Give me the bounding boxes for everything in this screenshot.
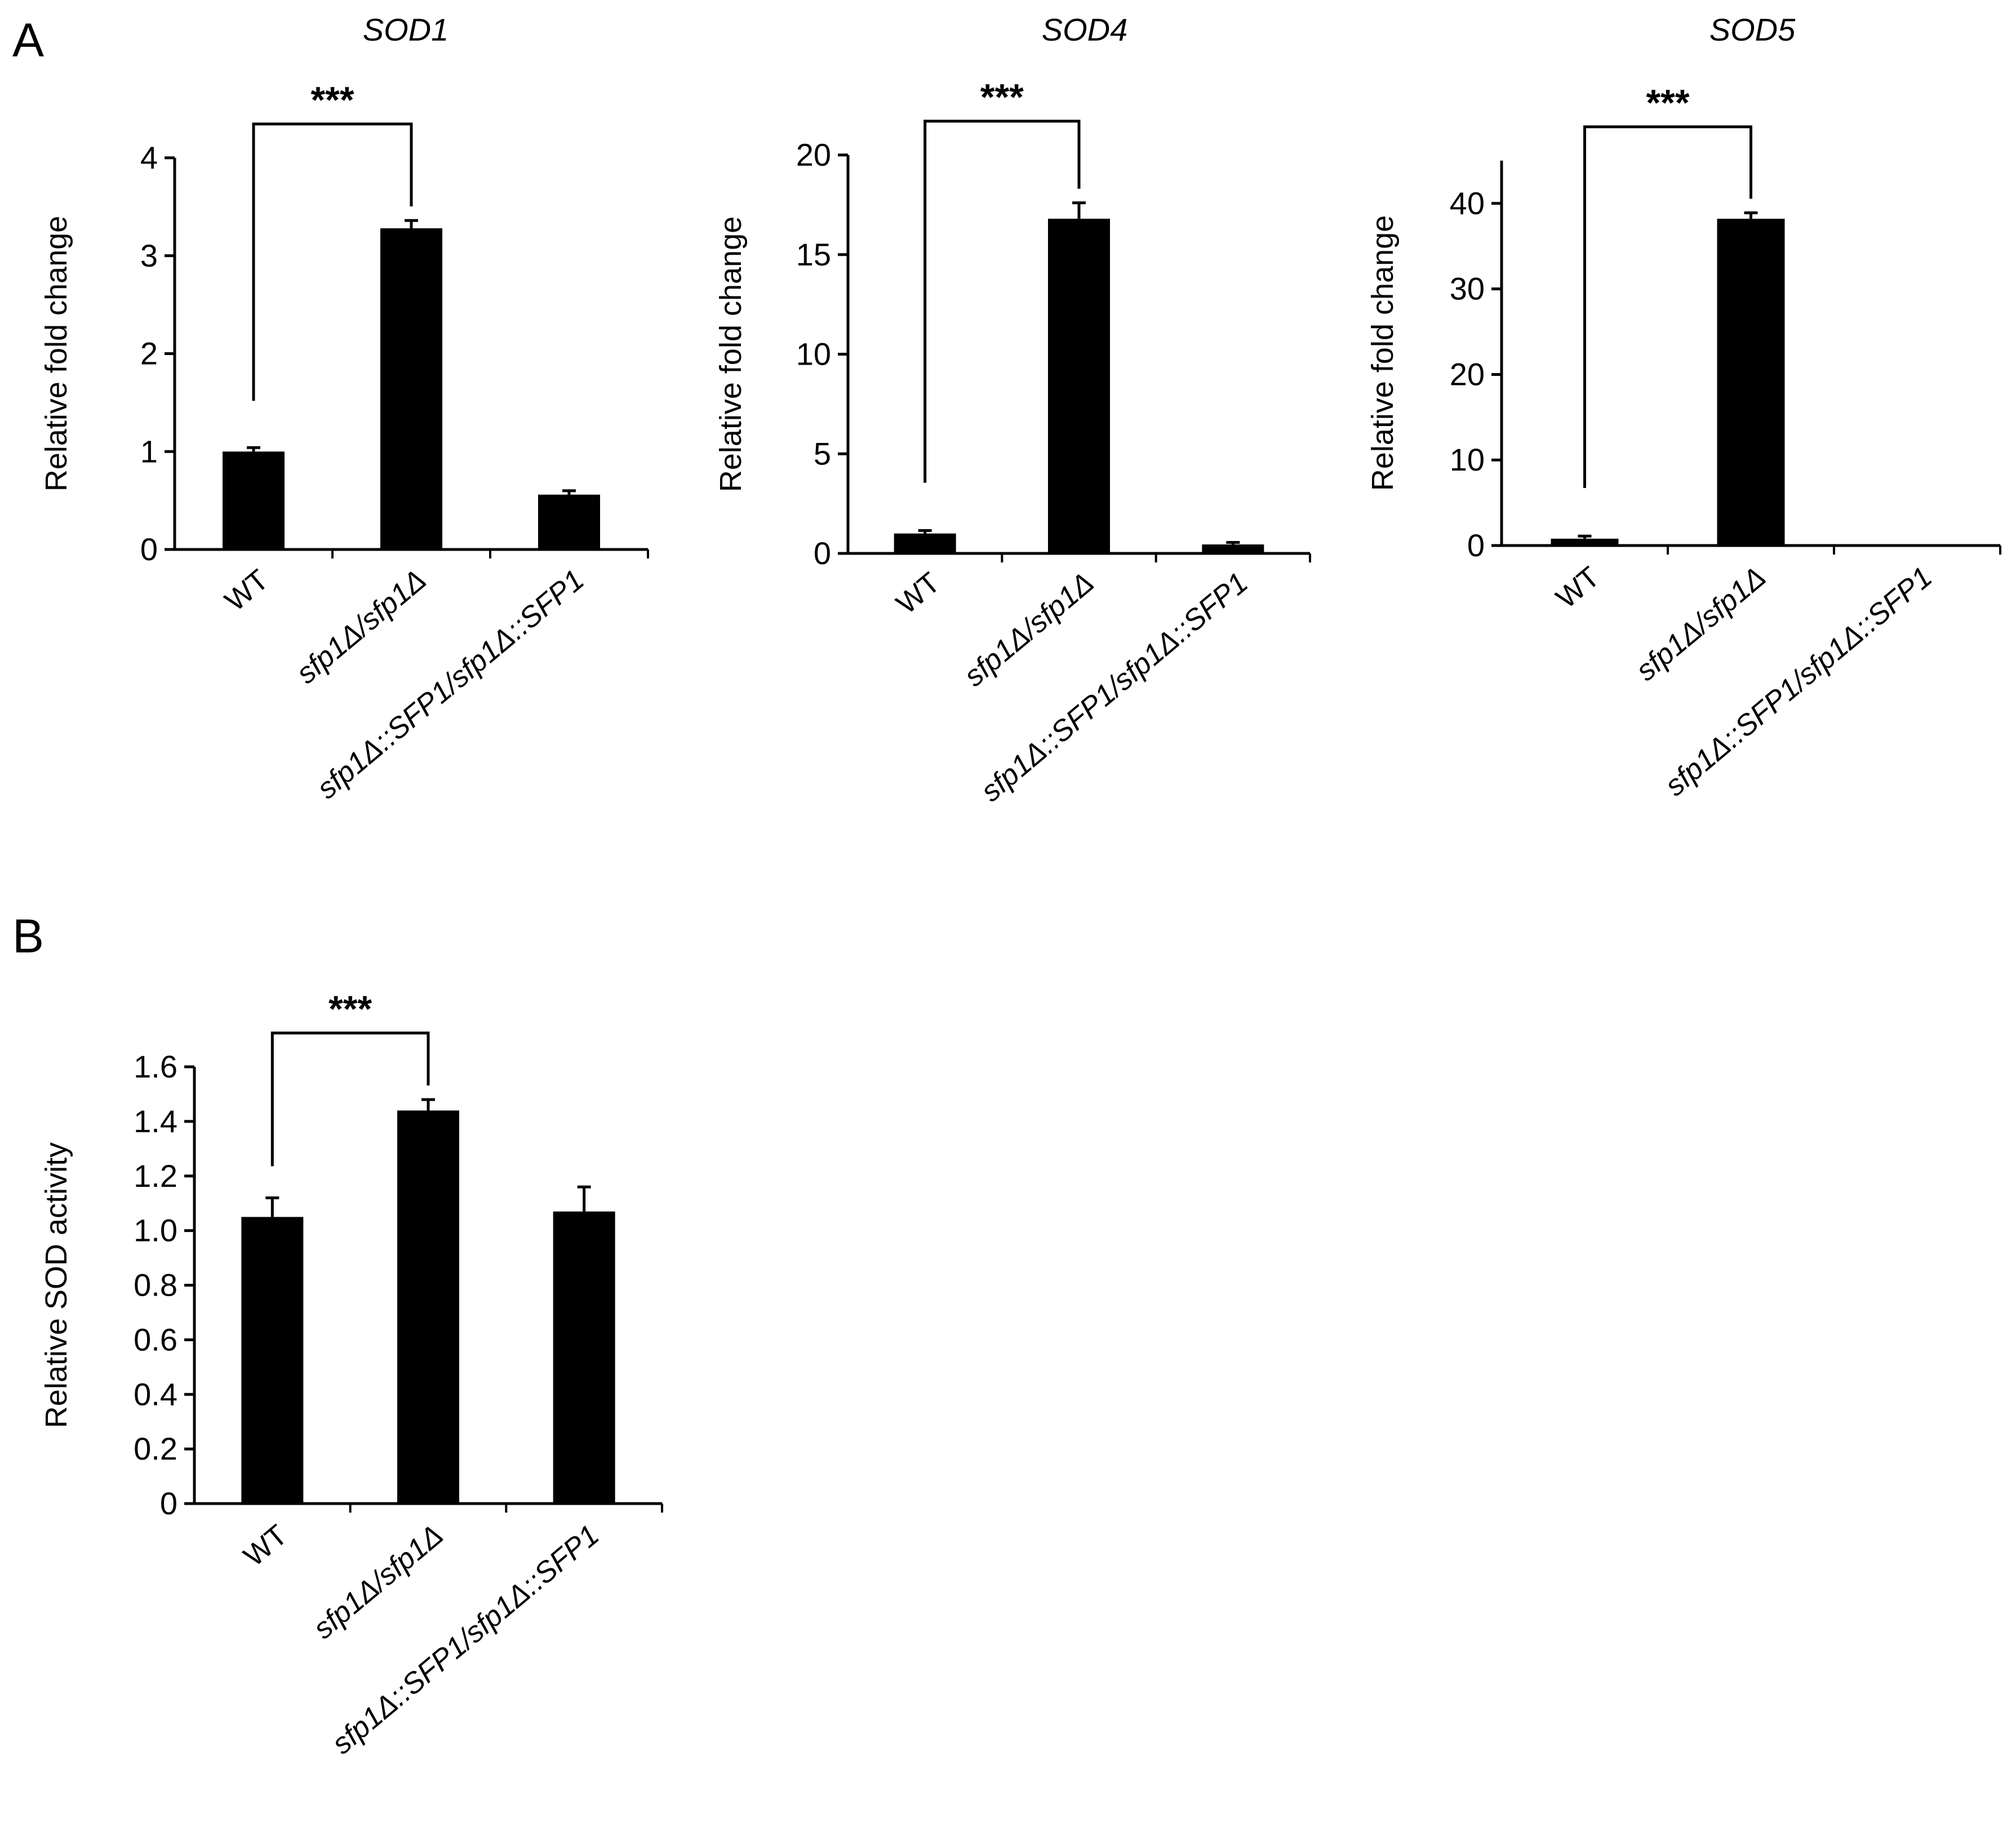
y-tick-label: 0 (1467, 527, 1485, 563)
y-tick-label: 1.2 (134, 1158, 177, 1194)
y-tick-label: 0 (140, 531, 158, 567)
y-tick-label: 30 (1450, 271, 1485, 307)
significance-bracket (923, 119, 1081, 483)
chart-title: SOD1 (363, 12, 449, 47)
y-axis-label: Relative fold change (714, 216, 748, 492)
significance-label: *** (328, 988, 372, 1030)
y-axis-label: Relative SOD activity (39, 1142, 73, 1428)
significance-label: *** (1646, 82, 1689, 123)
y-tick-label: 20 (796, 137, 831, 172)
bar (380, 228, 442, 550)
y-tick-label: 1 (140, 433, 158, 469)
y-axis-label: Relative fold change (39, 216, 73, 491)
y-tick-label: 0.6 (134, 1322, 177, 1357)
chart-title: SOD4 (1042, 12, 1128, 47)
bar (1551, 538, 1619, 546)
significance-bracket (270, 1031, 430, 1167)
bar (397, 1110, 459, 1504)
y-tick-label: 4 (140, 140, 158, 175)
y-tick-label: 10 (796, 336, 831, 372)
bar (894, 533, 956, 553)
bar (1202, 544, 1264, 553)
bar (1717, 219, 1785, 546)
bar (538, 494, 600, 549)
y-tick-label: 15 (796, 237, 831, 272)
y-tick-label: 0.2 (134, 1431, 177, 1466)
y-tick-label: 3 (140, 238, 158, 273)
y-tick-label: 1.6 (134, 1049, 177, 1084)
bar (241, 1217, 304, 1504)
y-tick-label: 0.4 (134, 1376, 177, 1412)
y-tick-label: 0.8 (134, 1267, 177, 1303)
bar (223, 451, 285, 549)
significance-bracket (1583, 125, 1752, 488)
y-tick-label: 0 (814, 535, 831, 571)
significance-label: *** (310, 79, 354, 121)
y-tick-label: 1.0 (134, 1213, 177, 1248)
y-tick-label: 2 (140, 336, 158, 371)
bar (553, 1211, 615, 1504)
y-tick-label: 20 (1450, 356, 1485, 392)
y-tick-label: 10 (1450, 442, 1485, 477)
y-tick-label: 1.4 (134, 1103, 177, 1139)
significance-bracket (252, 122, 413, 401)
chart-title: SOD5 (1709, 12, 1796, 47)
y-tick-label: 0 (160, 1486, 177, 1521)
panel-letter-b: B (12, 910, 44, 963)
panel-letter-a: A (12, 14, 44, 66)
bar (1048, 219, 1110, 553)
y-tick-label: 5 (814, 436, 831, 471)
significance-label: *** (980, 76, 1024, 118)
y-tick-label: 40 (1450, 185, 1485, 221)
y-axis-label: Relative fold change (1366, 215, 1400, 491)
